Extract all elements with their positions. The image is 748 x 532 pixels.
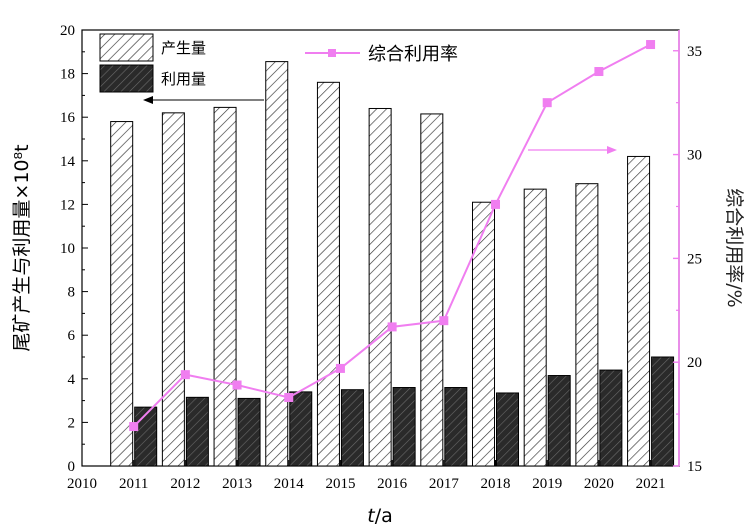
x-axis-title-unit: /a: [375, 505, 393, 527]
left-tick-label-2: 2: [68, 415, 76, 431]
x-tick-label-2021: 2021: [636, 476, 666, 492]
rate-point-2014: [284, 392, 294, 402]
x-axis-title-italic: t: [367, 505, 376, 527]
bar-total-2012: [161, 112, 185, 467]
y-axis-right-title: 综合利用率/%: [723, 188, 745, 307]
y-axis-left-title: 尾矿产生与利用量×10⁸t: [11, 144, 33, 351]
bars-total-series: [110, 61, 651, 467]
x-tick-label-2016: 2016: [377, 476, 408, 492]
left-tick-label-8: 8: [68, 285, 76, 301]
rate-point-2015: [335, 363, 345, 373]
rate-point-2016: [387, 322, 397, 332]
x-axis-title: t/a: [367, 505, 393, 527]
bars-used-series: [134, 356, 675, 467]
rate-point-2013: [232, 380, 242, 390]
x-tick-label-2020: 2020: [584, 476, 614, 492]
left-tick-label-10: 10: [60, 241, 75, 257]
bar-total-2017: [420, 113, 444, 467]
left-tick-label-12: 12: [60, 197, 75, 213]
x-tick-label-2010: 2010: [67, 476, 97, 492]
rate-point-2019: [542, 98, 552, 108]
bar-total-2021: [627, 155, 651, 467]
x-tick-label-2017: 2017: [429, 476, 460, 492]
left-tick-label-0: 0: [68, 459, 76, 475]
bar-total-2019: [523, 188, 547, 467]
bar-used-2018: [496, 392, 520, 467]
rate-polyline: [132, 43, 652, 428]
bar-used-2013: [237, 397, 261, 467]
rate-line-series: [129, 40, 656, 432]
x-tick-label-2018: 2018: [481, 476, 511, 492]
rate-point-2018: [491, 199, 501, 209]
bar-used-2016: [392, 387, 416, 467]
left-tick-label-16: 16: [60, 110, 76, 126]
right-tick-label-35: 35: [687, 44, 702, 60]
x-tick-label-2019: 2019: [532, 476, 562, 492]
rate-point-2011: [129, 422, 139, 432]
right-tick-label-25: 25: [687, 251, 702, 267]
bar-used-2012: [185, 396, 209, 467]
legend-label-used: 利用量: [161, 70, 206, 88]
rate-point-2012: [180, 370, 190, 380]
bar-used-2014: [289, 391, 313, 467]
right-tick-label-20: 20: [687, 355, 702, 371]
bar-total-2015: [316, 81, 340, 467]
left-tick-label-6: 6: [68, 328, 76, 344]
x-tick-label-2012: 2012: [170, 476, 200, 492]
bar-total-2011: [110, 121, 134, 467]
rate-point-2017: [439, 316, 449, 326]
bar-used-2011: [134, 406, 158, 467]
rate-point-2021: [646, 40, 656, 50]
x-tick-label-2013: 2013: [222, 476, 252, 492]
bar-used-2021: [651, 356, 675, 467]
legend-label-total: 产生量: [161, 39, 206, 57]
right-tick-label-30: 30: [687, 148, 702, 164]
bar-total-2016: [368, 107, 392, 467]
bar-total-2018: [472, 201, 496, 467]
x-axis: 2010 2011 2012 2013 2014 2015 2016 2017 2018 2019…: [67, 460, 666, 492]
bar-total-2013: [213, 106, 237, 467]
rate-point-2020: [594, 67, 604, 77]
legend-swatch-total: [99, 33, 154, 62]
bar-used-2019: [547, 375, 571, 467]
bar-used-2020: [599, 369, 623, 467]
right-axis: 15 20 25 30 35: [673, 30, 702, 475]
legend-swatch-used: [99, 64, 154, 93]
left-tick-label-4: 4: [68, 372, 76, 388]
left-axis-arrow: [143, 96, 264, 104]
x-tick-label-2011: 2011: [119, 476, 148, 492]
left-tick-label-20: 20: [60, 23, 75, 39]
right-axis-arrow: [528, 146, 617, 154]
bar-used-2015: [340, 389, 364, 467]
x-tick-label-2015: 2015: [325, 476, 355, 492]
bar-used-2017: [444, 387, 468, 467]
bar-total-2020: [575, 183, 599, 467]
x-tick-label-2014: 2014: [274, 476, 305, 492]
legend-label-rate: 综合利用率: [368, 44, 458, 65]
left-tick-label-14: 14: [60, 154, 76, 170]
bar-total-2014: [265, 61, 289, 467]
left-axis: 0 2 4 6 8 10 12 14 16 18 20: [60, 23, 88, 475]
legend-marker-rate: [328, 49, 336, 57]
right-tick-label-15: 15: [687, 459, 702, 475]
left-tick-label-18: 18: [60, 67, 75, 83]
legend: 产生量 利用量 综合利用率: [99, 33, 458, 93]
